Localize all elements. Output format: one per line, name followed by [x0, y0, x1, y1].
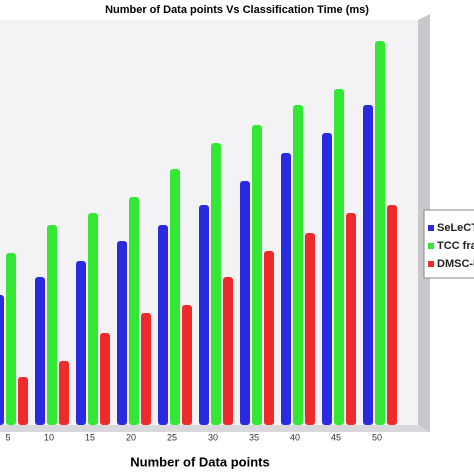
bar — [293, 105, 303, 425]
x-tick-label: 30 — [208, 432, 218, 442]
bar — [35, 277, 45, 425]
bar — [76, 261, 86, 425]
bar — [387, 205, 397, 425]
bar — [223, 277, 233, 425]
floor — [0, 425, 430, 432]
legend-swatch — [428, 261, 434, 267]
bar — [141, 313, 151, 425]
bar — [6, 253, 16, 425]
bar — [100, 333, 110, 425]
x-tick-label: 45 — [331, 432, 341, 442]
bar — [47, 225, 57, 425]
bar — [170, 169, 180, 425]
x-tick-label: 10 — [44, 432, 54, 442]
bar — [252, 125, 262, 425]
bar — [264, 251, 274, 425]
bar — [182, 305, 192, 425]
bar — [59, 361, 69, 425]
legend-swatch — [428, 225, 434, 231]
bar — [281, 153, 291, 425]
chart-title: Number of Data points Vs Classification … — [105, 4, 369, 16]
legend-label: DMSC-DI — [437, 258, 474, 270]
legend-label: TCC fram — [437, 240, 474, 252]
bar — [305, 233, 315, 425]
bar — [363, 105, 373, 425]
legend-label: SeLeCT a — [437, 222, 474, 234]
bar — [18, 377, 28, 425]
x-tick-label: 25 — [167, 432, 177, 442]
x-tick-label: 40 — [290, 432, 300, 442]
bar — [129, 197, 139, 425]
legend-swatch — [428, 243, 434, 249]
x-tick-label: 20 — [126, 432, 136, 442]
x-tick-label: 15 — [85, 432, 95, 442]
x-axis-label: Number of Data points — [130, 454, 269, 469]
x-tick-label: 5 — [5, 432, 10, 442]
bar — [211, 143, 221, 425]
bar — [322, 133, 332, 425]
bar — [158, 225, 168, 425]
x-tick-label: 50 — [372, 432, 382, 442]
bar — [88, 213, 98, 425]
bar — [240, 181, 250, 425]
bar — [334, 89, 344, 425]
bar — [0, 295, 4, 425]
bar — [117, 241, 127, 425]
bar — [199, 205, 209, 425]
bar — [346, 213, 356, 425]
x-tick-label: 35 — [249, 432, 259, 442]
bar — [375, 41, 385, 425]
